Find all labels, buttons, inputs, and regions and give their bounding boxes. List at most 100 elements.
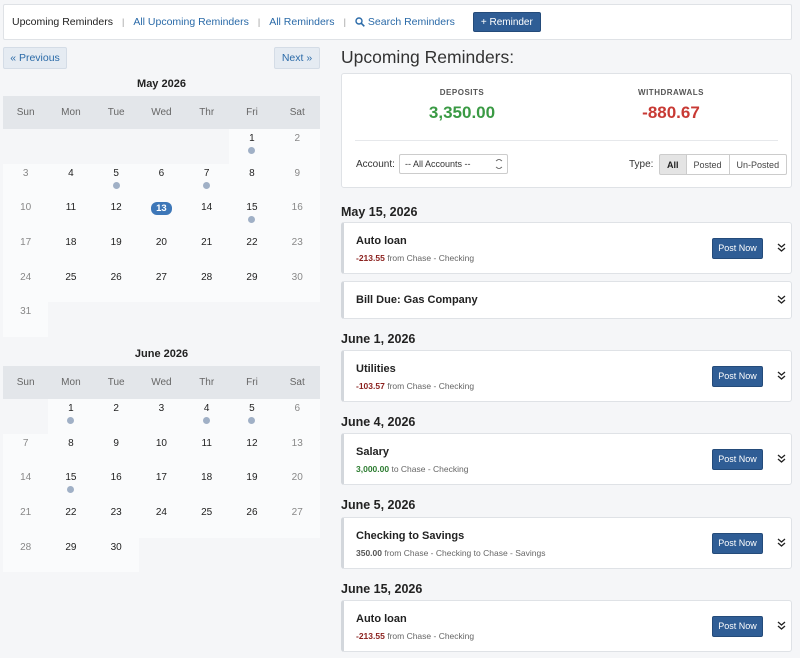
calendar-day[interactable]: 15: [48, 468, 94, 504]
calendar-day[interactable]: 19: [93, 233, 139, 268]
calendar-day[interactable]: 7: [3, 433, 49, 469]
reminder-dot-icon: [112, 181, 120, 189]
expand-chevron-icon[interactable]: [776, 293, 786, 305]
calendar-day[interactable]: 12: [93, 198, 139, 234]
calendar-day[interactable]: 17: [3, 233, 49, 268]
calendar-day[interactable]: 10: [3, 198, 49, 234]
calendar-day[interactable]: 5: [229, 399, 275, 434]
calendar-day[interactable]: 22: [48, 503, 94, 538]
calendar-day[interactable]: 2: [274, 129, 320, 164]
calendar-day[interactable]: 15: [229, 198, 275, 234]
calendar-day[interactable]: 3: [3, 163, 49, 199]
calendar-day[interactable]: 9: [274, 163, 320, 199]
account-label: Account:: [356, 159, 395, 170]
calendar-day[interactable]: 18: [48, 233, 94, 268]
calendar-day[interactable]: 30: [93, 537, 139, 573]
calendar-day[interactable]: 13: [138, 198, 185, 234]
today-marker: 13: [151, 202, 172, 216]
calendar-day[interactable]: 20: [138, 233, 185, 268]
previous-button[interactable]: « Previous: [3, 47, 67, 69]
deposits-label: DEPOSITS: [439, 88, 485, 97]
calendar-day[interactable]: 9: [93, 433, 139, 469]
calendar-day[interactable]: 26: [93, 267, 139, 303]
calendar-day[interactable]: 26: [229, 503, 275, 538]
calendar-day[interactable]: 22: [229, 233, 275, 268]
calendar-day[interactable]: 21: [184, 233, 230, 268]
post-now-button[interactable]: Post Now: [712, 365, 763, 387]
type-filter-all[interactable]: All: [659, 154, 687, 175]
calendar-day[interactable]: 4: [48, 163, 94, 199]
calendar-day[interactable]: 11: [48, 198, 94, 234]
post-now-button[interactable]: Post Now: [712, 237, 763, 259]
date-group-heading: May 15, 2026: [341, 205, 418, 219]
nav-separator: |: [121, 17, 125, 27]
nav-all-upcoming-reminders[interactable]: All Upcoming Reminders: [133, 16, 249, 28]
type-filter-posted[interactable]: Posted: [685, 154, 730, 175]
calendar-day[interactable]: 28: [184, 267, 230, 303]
calendar-day[interactable]: 27: [274, 503, 320, 538]
calendar-day[interactable]: 1: [229, 129, 275, 164]
calendar-day[interactable]: 25: [48, 267, 94, 303]
calendar-day[interactable]: 5: [93, 163, 139, 199]
calendar-day[interactable]: 24: [3, 267, 49, 303]
calendar-day[interactable]: 23: [274, 233, 320, 268]
day-number: 12: [246, 437, 258, 449]
calendar-day[interactable]: 30: [274, 267, 320, 303]
nav-all-reminders[interactable]: All Reminders: [269, 16, 335, 28]
calendar-day[interactable]: 16: [93, 468, 139, 504]
calendar-day[interactable]: 25: [184, 503, 230, 538]
calendar-day[interactable]: 29: [48, 537, 94, 573]
weekday-header: Fri: [229, 366, 275, 399]
calendar-day[interactable]: 18: [184, 468, 230, 504]
calendar-day[interactable]: 17: [138, 468, 185, 504]
reminder-title: Auto loan: [356, 235, 407, 247]
post-now-button[interactable]: Post Now: [712, 448, 763, 470]
calendar-day[interactable]: 11: [184, 433, 230, 469]
day-number: 21: [20, 507, 32, 519]
calendar-day[interactable]: 1: [48, 399, 94, 434]
expand-chevron-icon[interactable]: [776, 536, 786, 548]
calendar-day[interactable]: 4: [184, 399, 230, 434]
calendar-day[interactable]: 24: [138, 503, 185, 538]
calendar-day[interactable]: 13: [274, 433, 320, 469]
calendar-day[interactable]: 27: [138, 267, 185, 303]
calendar-day[interactable]: 21: [3, 503, 49, 538]
calendar-day[interactable]: 6: [274, 399, 320, 434]
expand-chevron-icon[interactable]: [776, 241, 786, 253]
calendar-day[interactable]: 23: [93, 503, 139, 538]
account-select[interactable]: -- All Accounts --: [399, 154, 508, 174]
calendar-day[interactable]: 14: [3, 468, 49, 504]
expand-chevron-icon[interactable]: [776, 619, 786, 631]
date-group-heading: June 5, 2026: [341, 498, 416, 512]
calendar-day[interactable]: 6: [138, 163, 185, 199]
nav-search-reminders[interactable]: Search Reminders: [355, 16, 455, 28]
next-button[interactable]: Next »: [274, 47, 320, 69]
calendar-day[interactable]: 20: [274, 468, 320, 504]
day-number: 13: [291, 437, 303, 449]
search-icon: [355, 17, 365, 27]
post-now-button[interactable]: Post Now: [712, 532, 763, 554]
calendar-day[interactable]: 29: [229, 267, 275, 303]
calendar-day[interactable]: 3: [138, 399, 185, 434]
calendar-day[interactable]: 8: [48, 433, 94, 469]
calendar-day[interactable]: 31: [3, 302, 49, 338]
post-now-button[interactable]: Post Now: [712, 615, 763, 637]
calendar-day[interactable]: 7: [184, 163, 230, 199]
type-filter-un-posted[interactable]: Un-Posted: [728, 154, 788, 175]
add-reminder-button[interactable]: + Reminder: [472, 12, 541, 32]
calendar-day[interactable]: 8: [229, 163, 275, 199]
deposits-value: 3,350.00: [428, 103, 496, 122]
calendar-day[interactable]: 28: [3, 537, 49, 573]
calendar-day[interactable]: 10: [138, 433, 185, 469]
calendar-day[interactable]: 16: [274, 198, 320, 234]
nav-separator: |: [257, 17, 261, 27]
expand-chevron-icon[interactable]: [776, 369, 786, 381]
reminder-account: from Chase - Checking to Chase - Savings: [382, 548, 546, 558]
calendar-day[interactable]: 2: [93, 399, 139, 434]
reminder-amount: 350.00: [356, 548, 382, 558]
nav-upcoming-reminders[interactable]: Upcoming Reminders: [12, 16, 113, 28]
expand-chevron-icon[interactable]: [776, 452, 786, 464]
calendar-day[interactable]: 19: [229, 468, 275, 504]
calendar-day[interactable]: 12: [229, 433, 275, 469]
calendar-day[interactable]: 14: [184, 198, 230, 234]
